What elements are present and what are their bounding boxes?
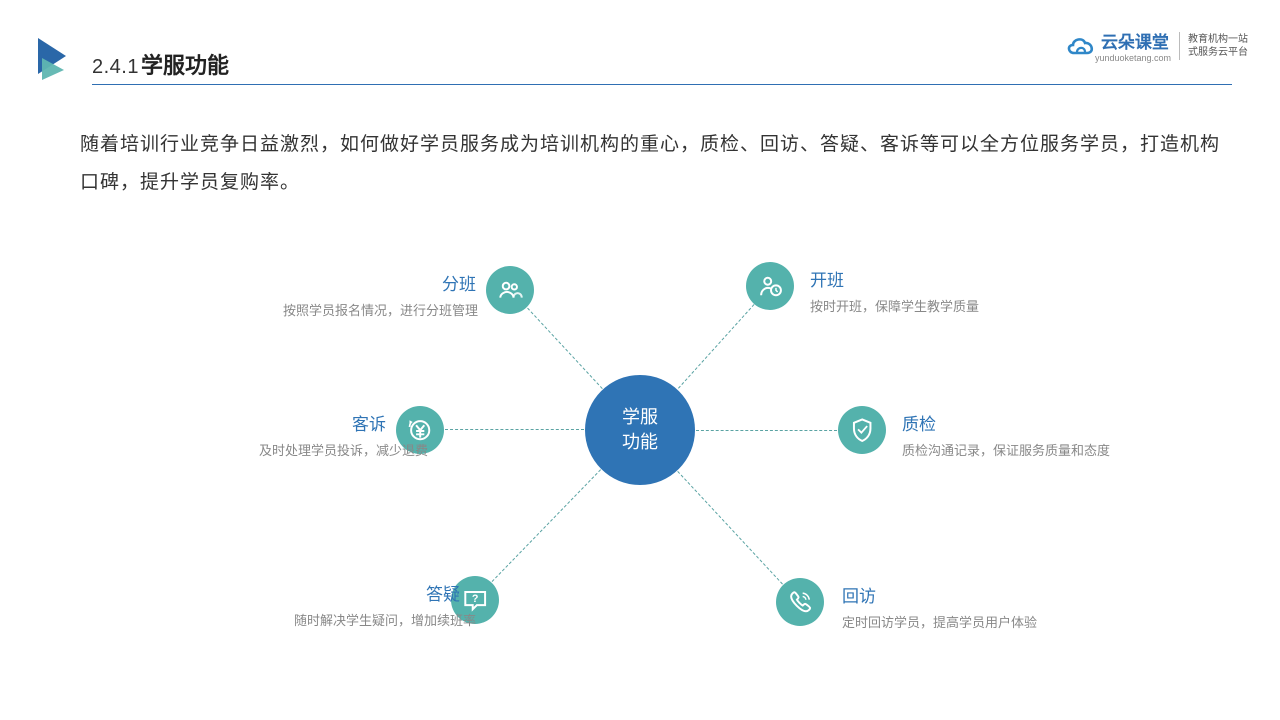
node-desc-dayi: 随时解决学生疑问，增加续班率 (226, 610, 476, 629)
cloud-icon (1065, 33, 1097, 59)
node-title-huifang: 回访 (842, 582, 876, 607)
node-title-kaiban: 开班 (810, 266, 844, 291)
section-title: 学服功能 (141, 48, 229, 80)
brand-name: 云朵课堂 (1101, 33, 1169, 52)
node-desc-huifang: 定时回访学员，提高学员用户体验 (842, 612, 1142, 631)
page-title: 2.4.1 学服功能 (92, 48, 229, 80)
node-desc-zhijian: 质检沟通记录，保证服务质量和态度 (902, 440, 1202, 459)
node-desc-kesu: 及时处理学员投诉，减少退费 (178, 440, 428, 459)
spoke-node-kaiban (746, 262, 794, 310)
brand-logo: 云朵课堂 yunduoketang.com 教育机构一站 式服务云平台 (1065, 28, 1248, 63)
intro-paragraph: 随着培训行业竞争日益激烈，如何做好学员服务成为培训机构的重心，质检、回访、答疑、… (80, 126, 1230, 202)
node-desc-fenban: 按照学员报名情况，进行分班管理 (228, 300, 478, 319)
connector (677, 471, 783, 584)
spoke-node-huifang (776, 578, 824, 626)
connector (492, 469, 601, 582)
node-desc-kaiban: 按时开班，保障学生教学质量 (810, 296, 1110, 315)
connector (445, 429, 584, 430)
title-underline (92, 84, 1232, 85)
node-title-kesu: 客诉 (326, 410, 386, 435)
node-title-zhijian: 质检 (902, 410, 936, 435)
radial-diagram: 学服功能 分班按照学员报名情况，进行分班管理客诉及时处理学员投诉，减少退费? 答疑随… (0, 230, 1280, 690)
brand-tagline: 教育机构一站 式服务云平台 (1188, 33, 1248, 59)
svg-text:?: ? (472, 593, 479, 605)
corner-arrow-icon (36, 36, 82, 87)
brand-sub: yunduoketang.com (1095, 53, 1171, 63)
connector (678, 305, 754, 390)
node-title-dayi: 答疑 (400, 580, 460, 605)
section-number: 2.4.1 (92, 56, 139, 79)
spoke-node-zhijian (838, 406, 886, 454)
node-title-fenban: 分班 (416, 270, 476, 295)
spoke-node-fenban (486, 266, 534, 314)
logo-divider (1179, 32, 1180, 60)
connector (527, 308, 603, 389)
hub-node: 学服功能 (585, 375, 695, 485)
connector (696, 430, 837, 431)
